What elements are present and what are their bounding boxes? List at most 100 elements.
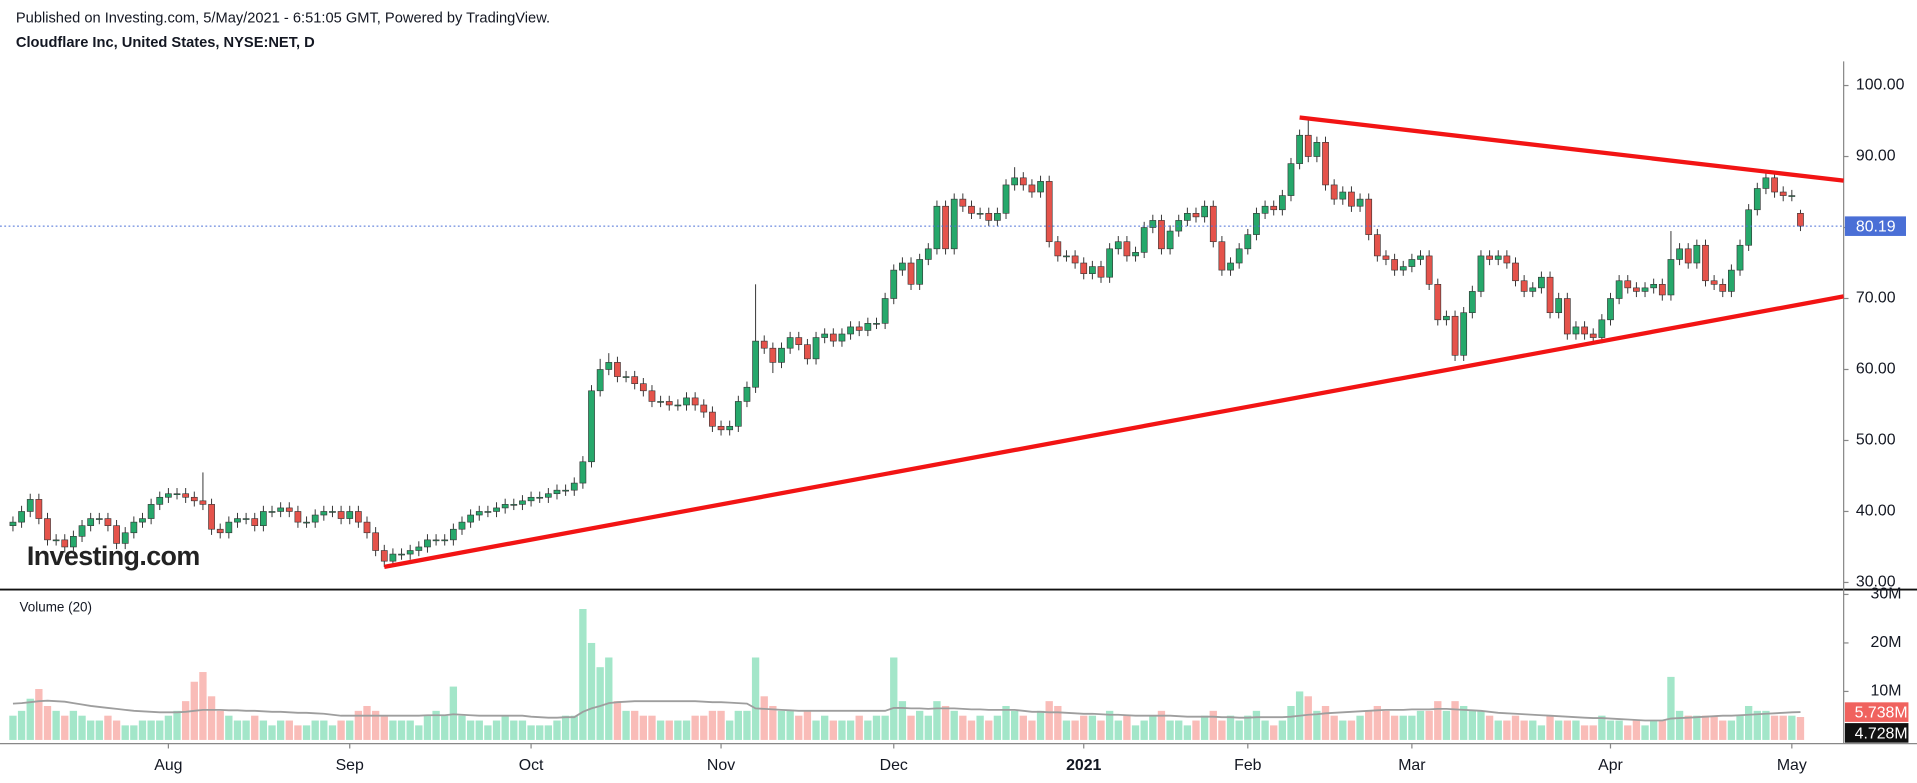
volume-bar (1088, 715, 1097, 740)
candle-body (829, 333, 837, 342)
volume-bar (1485, 715, 1494, 740)
candle-body (1546, 276, 1554, 314)
volume-bar (1183, 725, 1192, 740)
volume-bar (855, 715, 863, 740)
last-price-label: 80.19 (1856, 219, 1896, 236)
candle-body (976, 213, 984, 215)
candle-body (346, 511, 354, 519)
candle-body (475, 511, 483, 516)
candle-body (1477, 255, 1485, 292)
candle-body (303, 521, 310, 524)
x-tick-label: Mar (1398, 757, 1426, 774)
candle-body (588, 390, 595, 463)
volume-bar (821, 715, 829, 740)
volume-bar (484, 725, 492, 740)
candle-body (458, 521, 466, 530)
volume-bar (397, 720, 406, 740)
volume-ma-line (12, 699, 1801, 722)
volume-bar (743, 710, 751, 740)
candle-body (855, 326, 863, 331)
candle-body (786, 337, 794, 349)
volume-bar (518, 720, 527, 740)
volume-bar (1313, 710, 1321, 740)
candle-body (467, 514, 474, 523)
volume-bar (1304, 696, 1312, 740)
candle-body (622, 376, 630, 378)
candle-body (1158, 220, 1165, 250)
volume-bar (389, 720, 397, 740)
candle-body (916, 259, 924, 285)
volume-bar (1477, 710, 1485, 740)
last-price-box (1844, 216, 1906, 236)
volume-bar (648, 715, 656, 740)
volume-bar (760, 696, 768, 740)
volume-bar (1390, 715, 1399, 740)
candle-body (1486, 255, 1493, 260)
candle-body (1192, 213, 1200, 218)
volume-bar (363, 705, 371, 740)
volume-bar (1080, 715, 1088, 740)
volume-bar (1546, 715, 1554, 740)
candle-body (1728, 269, 1735, 292)
volume-bar (1451, 701, 1459, 740)
candle-body (294, 511, 302, 523)
volume-bar (320, 720, 328, 740)
volume-bar (1641, 725, 1649, 740)
volume-bar (1399, 715, 1407, 740)
volume-bar (1347, 720, 1356, 740)
volume-bar (1321, 705, 1330, 740)
volume-bar (976, 715, 984, 740)
candle-body (1771, 177, 1778, 193)
volume-bar (967, 720, 976, 740)
candle-body (18, 511, 25, 523)
candle-body (70, 536, 77, 548)
candle-body (61, 539, 69, 548)
candle-body (709, 411, 716, 427)
volume-bar (1416, 710, 1425, 740)
candle-body (968, 205, 975, 214)
volume-bar (510, 720, 518, 740)
volume-bar (380, 715, 388, 740)
candle-body (1538, 276, 1545, 289)
volume-bar (691, 715, 699, 740)
candle-body (1753, 188, 1761, 211)
candle-body (1037, 181, 1044, 193)
candle-body (1253, 213, 1260, 235)
volume-bar (17, 710, 26, 740)
volume-bar (1537, 725, 1546, 740)
volume-bar (1520, 720, 1528, 740)
candle-body (899, 262, 906, 271)
volume-bar (1235, 720, 1243, 740)
volume-bar (1494, 720, 1502, 740)
candle-body (639, 383, 647, 392)
volume-bar (1684, 715, 1692, 740)
candle-body (52, 539, 60, 542)
candle-body (1106, 248, 1114, 278)
candle-body (182, 493, 190, 498)
volume-bar (43, 705, 52, 740)
volume-bar (1580, 725, 1589, 740)
candle-body (1710, 280, 1718, 285)
x-tick-label: Oct (519, 757, 544, 774)
volume-bar (1252, 710, 1261, 740)
candle-body (1633, 287, 1640, 292)
volume-bar (233, 720, 242, 740)
candle-body (1676, 248, 1683, 260)
candle-body (631, 376, 639, 384)
x-tick-label: 2021 (1066, 757, 1101, 774)
candle-body (985, 213, 993, 221)
y-tick-label: 70.00 (1856, 290, 1896, 307)
price-panel (0, 115, 1845, 569)
volume-bar (354, 710, 363, 740)
volume-bar (173, 710, 181, 740)
candle-body (562, 489, 569, 492)
candle-body (614, 362, 621, 377)
volume-bar (872, 715, 881, 740)
candle-body (432, 539, 440, 542)
volume-bar (751, 657, 760, 740)
volume-bar (846, 720, 855, 740)
candle-body (648, 390, 656, 402)
volume-bar (1226, 715, 1235, 740)
x-tick-label: Feb (1234, 757, 1262, 774)
candle-body (519, 500, 526, 505)
